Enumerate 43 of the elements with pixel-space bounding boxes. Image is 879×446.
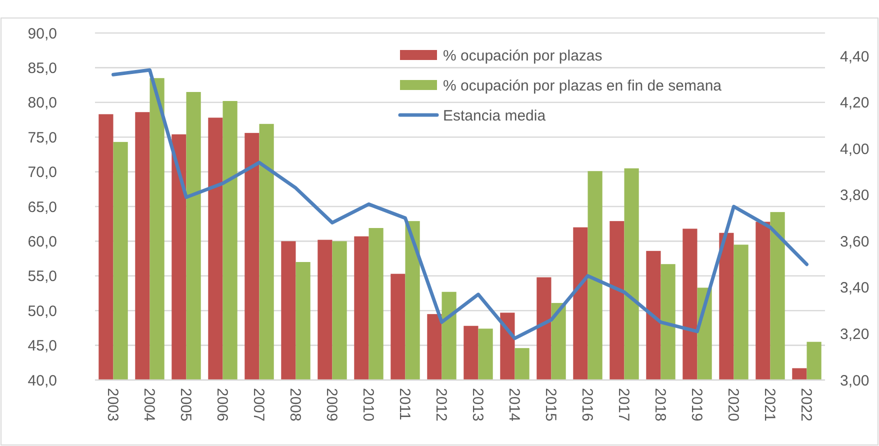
y2-tick-label: 3,60 xyxy=(840,233,870,250)
x-tick-label: 2011 xyxy=(396,388,413,420)
x-tick-label: 2014 xyxy=(506,388,522,422)
y-tick-label: 85,0 xyxy=(28,60,57,77)
x-tick-label: 2015 xyxy=(542,388,559,422)
x-tick-label: 2012 xyxy=(432,388,450,422)
y2-tick-label: 3,20 xyxy=(840,326,870,343)
y2-tick-label: 4,40 xyxy=(840,48,870,66)
y-tick-label: 65,0 xyxy=(28,198,57,216)
x-tick-label: 2013 xyxy=(469,388,486,422)
x-tick-label: 2004 xyxy=(140,388,158,422)
y2-tick-label: 3,80 xyxy=(840,187,870,204)
legend-label: % ocupación por plazas en fin de semana xyxy=(443,77,722,94)
y-tick-label: 80,0 xyxy=(28,94,57,112)
x-tick-label: 2008 xyxy=(286,388,304,422)
x-tick-label: 2006 xyxy=(214,388,230,422)
x-tick-label: 2016 xyxy=(578,388,596,422)
y-tick-label: 75,0 xyxy=(28,129,57,146)
x-tick-label: 2017 xyxy=(615,388,632,422)
y-tick-label: 90,0 xyxy=(28,25,57,42)
legend-label: % ocupación por plazas xyxy=(443,47,602,64)
y-tick-label: 70,0 xyxy=(28,164,57,182)
legend-label: Estancia media xyxy=(443,107,546,124)
y2-tick-label: 4,20 xyxy=(840,94,870,112)
line-series xyxy=(112,68,808,340)
x-tick-label: 2019 xyxy=(688,388,705,422)
x-tick-label: 2022 xyxy=(798,388,814,422)
x-tick-label: 2009 xyxy=(323,388,340,422)
x-tick-label: 2003 xyxy=(104,388,121,422)
y-tick-label: 55,0 xyxy=(28,268,57,286)
y2-tick-label: 4,00 xyxy=(840,140,870,158)
y-tick-label: 40,0 xyxy=(28,372,57,390)
y2-tick-label: 3,40 xyxy=(840,280,870,297)
x-tick-label: 2005 xyxy=(177,388,194,422)
x-tick-label: 2021 xyxy=(761,388,778,422)
y2-tick-label: 3,00 xyxy=(840,372,870,390)
x-tick-label: 2007 xyxy=(250,388,267,422)
x-tick-label: 2020 xyxy=(724,388,742,422)
y-tick-label: 60,0 xyxy=(28,233,57,250)
x-tick-label: 2010 xyxy=(360,388,376,422)
y-tick-label: 45,0 xyxy=(28,338,57,355)
y-tick-label: 50,0 xyxy=(28,302,57,320)
x-tick-label: 2018 xyxy=(652,388,668,422)
